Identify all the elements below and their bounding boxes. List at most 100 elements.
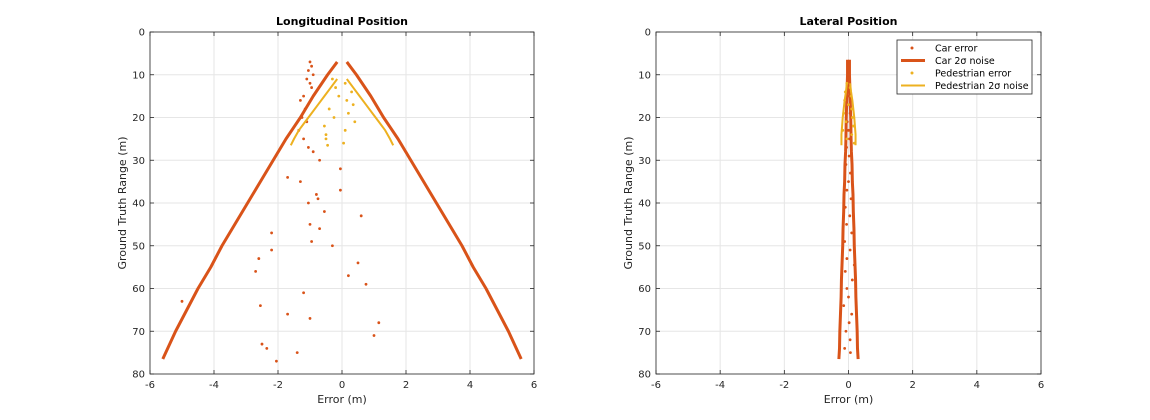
car-2sigma-noise-left-line: [161, 61, 339, 360]
y-tick-label: 20: [638, 113, 651, 124]
car-error-point: [848, 338, 852, 342]
pedestrian-error-point: [850, 116, 854, 119]
pedestrian-error-point: [324, 133, 328, 137]
y-tick-label: 20: [132, 113, 145, 124]
x-tick-label: -4: [715, 380, 725, 391]
pedestrian-error-point: [847, 103, 850, 107]
car-error-point: [339, 167, 342, 171]
pedestrian-error-point: [324, 137, 328, 141]
car-error-point: [299, 99, 302, 102]
legend-label: Car 2σ noise: [935, 56, 995, 67]
car-error-point: [275, 359, 278, 363]
car-error-point: [180, 299, 184, 303]
pedestrian-error-point: [351, 103, 355, 107]
x-tick-label: 4: [974, 380, 980, 391]
x-tick-label: 2: [403, 380, 409, 391]
legend-entry-pedestrian-2sigma-noise: Pedestrian 2σ noise: [901, 81, 1029, 92]
pedestrian-error-point: [337, 94, 341, 98]
pedestrian-2sigma-noise-left-line: [840, 83, 848, 146]
legend-entry-car-2sigma-noise: Car 2σ noise: [901, 56, 995, 67]
car-2sigma-noise-right-line: [847, 59, 860, 360]
car-error-point: [307, 146, 310, 149]
x-tick-label: 0: [845, 380, 851, 391]
legend-label: Pedestrian error: [935, 69, 1011, 80]
x-tick-label: 4: [467, 380, 473, 391]
car-error-point: [845, 257, 849, 260]
car-error-point: [302, 291, 305, 295]
pedestrian-error-point: [844, 120, 848, 124]
x-tick-label: -2: [273, 380, 283, 391]
y-tick-label: 80: [638, 370, 651, 381]
longitudinal-position-chart: -6 -4 -2 0 2 4 601020304050607080Longitudinal …: [116, 15, 537, 406]
car-error-point: [308, 222, 312, 226]
car-error-point: [847, 180, 850, 184]
x-tick-label: 0: [339, 380, 345, 391]
car-error-point: [318, 227, 321, 231]
y-tick-label: 70: [132, 327, 145, 338]
car-error-point: [377, 321, 381, 325]
car-error-point: [847, 321, 851, 325]
car-error-point: [310, 64, 313, 68]
car-error-point: [847, 128, 850, 132]
legend-entry-car-error: Car error: [910, 44, 977, 55]
car-error-point: [849, 351, 852, 355]
chart-title: Lateral Position: [800, 15, 898, 28]
pedestrian-error-point: [850, 133, 854, 137]
y-tick-label: 60: [132, 284, 145, 295]
pedestrian-error-point: [845, 137, 849, 141]
pedestrian-2sigma-noise-right-line: [345, 78, 395, 146]
car-error-point: [308, 81, 312, 85]
legend-marker-dot: [910, 71, 914, 75]
car-error-point: [257, 257, 261, 260]
car-error-point: [331, 244, 334, 248]
pedestrian-error-point: [345, 99, 349, 102]
legend-marker-dot: [910, 46, 914, 50]
car-error-point: [847, 295, 850, 299]
pedestrian-error-point: [332, 116, 336, 119]
car-error-point: [847, 154, 851, 158]
pedestrian-error-point: [323, 124, 326, 128]
car-error-point: [843, 270, 847, 273]
car-error-point: [305, 77, 309, 81]
car-2sigma-noise-right-line: [345, 61, 523, 360]
y-axis-label: Ground Truth Range (m): [116, 137, 129, 270]
y-tick-label: 70: [638, 327, 651, 338]
car-error-point: [259, 304, 262, 307]
y-tick-label: 50: [638, 241, 651, 252]
car-error-point: [310, 86, 313, 89]
chart-title: Longitudinal Position: [276, 15, 408, 28]
car-error-point: [265, 346, 269, 350]
series-group: [161, 60, 523, 363]
car-error-point: [299, 180, 302, 184]
car-error-point: [845, 222, 848, 226]
car-error-point: [316, 197, 320, 201]
car-error-point: [270, 248, 273, 252]
car-error-point: [848, 248, 852, 252]
x-axis-label: Error (m): [824, 393, 874, 406]
car-error-point: [310, 240, 313, 243]
car-error-point: [850, 231, 854, 235]
car-error-point: [307, 201, 310, 205]
car-error-point: [302, 137, 305, 141]
car-error-point: [308, 317, 312, 320]
series-group: [837, 59, 860, 360]
car-error-point: [308, 60, 312, 64]
car-error-point: [844, 329, 848, 333]
y-tick-label: 30: [638, 156, 651, 167]
y-tick-label: 10: [638, 70, 651, 81]
car-error-point: [364, 282, 368, 286]
car-error-point: [318, 158, 321, 162]
car-error-point: [372, 334, 376, 337]
y-tick-label: 40: [638, 199, 651, 210]
car-error-point: [848, 214, 852, 218]
car-error-point: [323, 210, 326, 213]
car-error-point: [270, 231, 273, 235]
pedestrian-error-point: [334, 86, 337, 89]
x-tick-label: 2: [909, 380, 915, 391]
y-tick-label: 0: [645, 28, 651, 39]
pedestrian-2sigma-noise-right-line: [849, 83, 857, 146]
pedestrian-2sigma-noise-left-line: [289, 78, 339, 146]
